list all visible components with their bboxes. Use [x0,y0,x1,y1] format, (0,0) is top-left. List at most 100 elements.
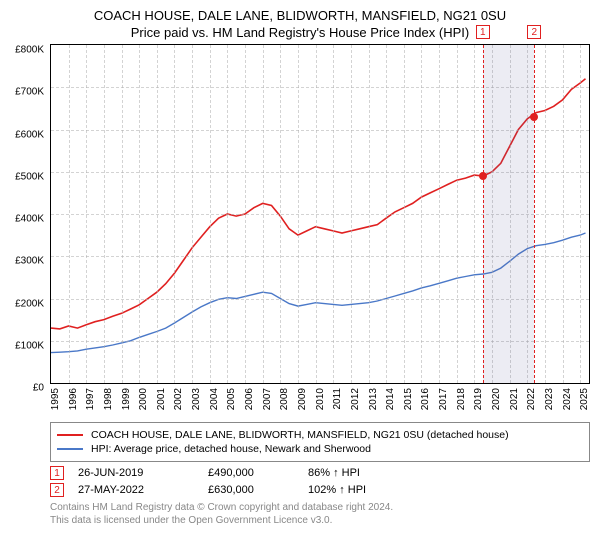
gridline-vertical [280,45,281,383]
legend-label: COACH HOUSE, DALE LANE, BLIDWORTH, MANSF… [91,429,509,441]
gridline-vertical [245,45,246,383]
legend: COACH HOUSE, DALE LANE, BLIDWORTH, MANSF… [50,422,590,462]
legend-item: HPI: Average price, detached house, Newa… [57,443,583,455]
sales-table: 1 26-JUN-2019£490,00086% ↑ HPI 2 27-MAY-202… [50,466,590,497]
x-tick-label: 2021 [509,388,520,410]
sale-dot [530,113,538,121]
gridline-vertical [263,45,264,383]
gridline-vertical [457,45,458,383]
x-tick-label: 2010 [315,388,326,410]
x-tick-label: 2001 [156,388,167,410]
x-tick-label: 2017 [438,388,449,410]
y-tick-label: £300K [15,256,44,267]
sale-vline [483,45,484,383]
footnote: Contains HM Land Registry data © Crown c… [50,501,590,527]
gridline-vertical [474,45,475,383]
sale-dot [479,172,487,180]
legend-swatch [57,448,83,450]
y-tick-label: £0 [33,383,44,394]
sales-date: 27-MAY-2022 [78,484,208,496]
chart-titles: COACH HOUSE, DALE LANE, BLIDWORTH, MANSF… [0,0,600,44]
sales-row: 1 26-JUN-2019£490,00086% ↑ HPI [50,466,590,480]
title-sub: Price paid vs. HM Land Registry's House … [0,25,600,40]
x-tick-label: 2005 [226,388,237,410]
gridline-vertical [333,45,334,383]
x-tick-label: 2007 [262,388,273,410]
sales-hpi: 86% ↑ HPI [308,467,428,479]
gridline-vertical [69,45,70,383]
gridline-vertical [439,45,440,383]
x-tick-label: 2023 [544,388,555,410]
sales-row-marker: 1 [50,466,64,480]
y-tick-label: £800K [15,45,44,56]
gridline-vertical [192,45,193,383]
sales-price: £630,000 [208,484,308,496]
y-axis: £0£100K£200K£300K£400K£500K£600K£700K£80… [0,50,48,390]
gridline-vertical [104,45,105,383]
x-tick-label: 2024 [562,388,573,410]
y-tick-label: £100K [15,340,44,351]
x-tick-label: 2019 [473,388,484,410]
x-tick-label: 2018 [456,388,467,410]
x-tick-label: 2011 [332,388,343,410]
gridline-vertical [298,45,299,383]
x-tick-label: 2002 [173,388,184,410]
chart-container: COACH HOUSE, DALE LANE, BLIDWORTH, MANSF… [0,0,600,527]
x-tick-label: 2022 [526,388,537,410]
legend-swatch [57,434,83,436]
x-tick-label: 2013 [368,388,379,410]
y-tick-label: £600K [15,129,44,140]
x-tick-label: 2008 [279,388,290,410]
gridline-vertical [122,45,123,383]
x-tick-label: 2012 [350,388,361,410]
gridline-vertical [210,45,211,383]
y-tick-label: £200K [15,298,44,309]
gridline-vertical [139,45,140,383]
legend-label: HPI: Average price, detached house, Newa… [91,443,371,455]
x-tick-label: 1997 [85,388,96,410]
title-main: COACH HOUSE, DALE LANE, BLIDWORTH, MANSF… [0,8,600,23]
footnote-line2: This data is licensed under the Open Gov… [50,514,590,527]
x-tick-label: 1998 [103,388,114,410]
sale-marker-box: 1 [476,25,490,39]
x-tick-label: 2014 [385,388,396,410]
gridline-vertical [157,45,158,383]
x-tick-label: 2000 [138,388,149,410]
gridline-vertical [404,45,405,383]
x-tick-label: 2020 [491,388,502,410]
gridline-vertical [386,45,387,383]
x-tick-label: 2025 [579,388,590,410]
sales-row-marker: 2 [50,483,64,497]
x-tick-label: 2004 [209,388,220,410]
x-tick-label: 2003 [191,388,202,410]
sale-vline [534,45,535,383]
x-tick-label: 1995 [50,388,61,410]
x-tick-label: 2015 [403,388,414,410]
sales-price: £490,000 [208,467,308,479]
gridline-vertical [351,45,352,383]
x-tick-label: 1999 [121,388,132,410]
gridline-vertical [563,45,564,383]
sales-hpi: 102% ↑ HPI [308,484,428,496]
gridline-vertical [545,45,546,383]
footnote-line1: Contains HM Land Registry data © Crown c… [50,501,590,514]
x-tick-label: 1996 [68,388,79,410]
gridline-vertical [421,45,422,383]
legend-item: COACH HOUSE, DALE LANE, BLIDWORTH, MANSF… [57,429,583,441]
sales-row: 2 27-MAY-2022£630,000102% ↑ HPI [50,483,590,497]
gridline-vertical [86,45,87,383]
gridline-vertical [174,45,175,383]
y-tick-label: £700K [15,87,44,98]
gridline-vertical [369,45,370,383]
x-tick-label: 2009 [297,388,308,410]
x-tick-label: 2016 [420,388,431,410]
sale-marker-box: 2 [527,25,541,39]
gridline-vertical [580,45,581,383]
plot-area: 12 [50,44,590,384]
sales-date: 26-JUN-2019 [78,467,208,479]
gridline-vertical [227,45,228,383]
y-tick-label: £500K [15,171,44,182]
y-tick-label: £400K [15,214,44,225]
x-axis: 1995 1996 1997 1998 1999 2000 2001 2002 2003 2004… [50,384,590,416]
gridline-vertical [316,45,317,383]
